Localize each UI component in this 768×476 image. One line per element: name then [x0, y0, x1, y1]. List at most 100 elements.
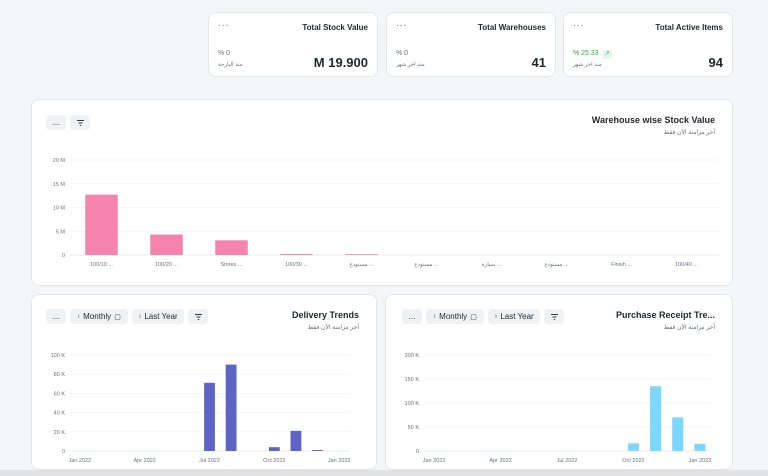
- card-change: % 0: [218, 50, 231, 57]
- bar: [204, 382, 215, 451]
- card-change: % 0: [396, 50, 409, 57]
- dots-icon: ...: [52, 118, 60, 127]
- card-since: منذ اخر شهر: [396, 62, 425, 68]
- bar: [627, 443, 639, 451]
- x-tick-label: Jan 2023: [689, 458, 712, 464]
- y-tick-label: 80 K: [54, 372, 66, 378]
- bar: [345, 254, 378, 255]
- timespan-select-label: Last Year: [500, 312, 534, 321]
- y-tick-label: 60 K: [54, 391, 66, 397]
- y-tick-label: 100 K: [405, 401, 420, 407]
- interval-select-label: Monthly: [439, 312, 468, 321]
- y-tick-label: 15 M: [53, 182, 66, 188]
- card-value: 94: [708, 55, 723, 70]
- filter-button[interactable]: [188, 309, 208, 324]
- x-tick-label: 100/30 ...: [285, 262, 308, 268]
- bar: [215, 240, 248, 255]
- x-tick-label: 100/40 ...: [675, 262, 698, 268]
- card-title: Total Stock Value: [302, 23, 368, 32]
- card-value: 41: [531, 55, 546, 70]
- timespan-select-label: Last Year: [144, 312, 178, 321]
- x-tick-label: مستودع ...: [414, 262, 439, 268]
- card-since: منذ اخر شهر: [573, 62, 602, 68]
- bar: [280, 254, 313, 255]
- x-tick-label: Jan 2023: [328, 458, 351, 464]
- filter-button[interactable]: [544, 309, 564, 324]
- x-tick-label: Stores ...: [220, 262, 242, 268]
- chart-title: Purchase Receipt Tre...: [615, 310, 715, 320]
- y-tick-label: 0: [416, 449, 419, 455]
- x-tick-label: Jan 2022: [423, 458, 446, 464]
- card-since: منذ البارحة: [218, 62, 243, 68]
- x-tick-label: سيارة ...: [482, 261, 502, 268]
- card-menu-button[interactable]: ...: [396, 18, 408, 29]
- y-tick-label: 10 M: [53, 206, 66, 212]
- y-tick-label: 100 K: [51, 353, 66, 359]
- x-tick-label: مستودع ...: [544, 262, 569, 268]
- sort-icon: ↕: [494, 313, 498, 320]
- sort-icon: ↕: [138, 313, 142, 320]
- bar: [650, 386, 662, 451]
- number-card-active-items: ... Total Active Items % 25.33 ↗ منذ اخر …: [563, 12, 733, 77]
- y-tick-label: 40 K: [54, 411, 66, 417]
- card-value: M 19.900: [313, 55, 368, 70]
- x-tick-label: Apr 2022: [133, 458, 155, 464]
- y-tick-label: 0: [62, 449, 65, 455]
- bottom-scrollbar[interactable]: [0, 470, 768, 476]
- arrow-up-right-icon: ↗: [602, 50, 612, 59]
- bar: [150, 234, 183, 255]
- chart-last-synced: آخر مزامنة الآن فقط: [663, 325, 715, 331]
- timespan-select[interactable]: ↕ Last Year: [488, 309, 540, 324]
- x-tick-label: Jul 2022: [199, 458, 220, 464]
- y-tick-label: 20 K: [54, 430, 66, 436]
- number-card-warehouses: ... Total Warehouses % 0 منذ اخر شهر 41: [386, 12, 556, 77]
- timespan-select[interactable]: ↕ Last Year: [132, 309, 184, 324]
- x-tick-label: مستودع ...: [349, 262, 374, 268]
- x-tick-label: Finish ...: [611, 262, 632, 268]
- bar: [672, 417, 684, 451]
- card-title: Total Warehouses: [477, 23, 546, 32]
- chart-title: Warehouse wise Stock Value: [591, 115, 715, 125]
- interval-select-label: Monthly: [83, 312, 112, 321]
- filter-button[interactable]: [70, 115, 90, 130]
- card-menu-button[interactable]: ...: [573, 18, 585, 29]
- bar: [312, 450, 323, 451]
- purchase-receipt-chart-card: ... ↕ Monthly ▢ ↕ Last Year Purchase Rec…: [385, 294, 733, 470]
- delivery-trends-chart-card: ... ↕ Monthly ▢ ↕ Last Year Delivery Tre…: [31, 294, 377, 470]
- x-tick-label: Jan 2022: [68, 458, 91, 464]
- x-tick-label: Oct 2022: [263, 458, 285, 464]
- y-tick-label: 20 M: [53, 158, 66, 164]
- card-change: % 25.33 ↗: [573, 50, 612, 59]
- interval-select[interactable]: ↕ Monthly ▢: [426, 309, 484, 324]
- bar: [85, 194, 118, 255]
- x-tick-label: Jul 2022: [557, 458, 578, 464]
- chart-last-synced: آخر مزامنة الآن فقط: [663, 130, 715, 136]
- card-menu-button[interactable]: ...: [218, 18, 230, 29]
- chart-menu-button[interactable]: ...: [46, 115, 66, 130]
- delivery-trends-bar-chart: 0 20 K 40 K 60 K 80 K 100 K Jan 2022 Apr 2022 Ju…: [51, 353, 351, 464]
- y-tick-label: 5 M: [56, 229, 66, 235]
- bar: [225, 364, 237, 451]
- sort-icon: ↕: [77, 313, 81, 320]
- x-tick-label: 100/20 ...: [155, 262, 178, 268]
- x-tick-label: Apr 2022: [489, 458, 511, 464]
- filter-icon: [76, 119, 84, 126]
- chart-menu-button[interactable]: ...: [46, 309, 66, 324]
- y-tick-label: 0: [62, 253, 65, 259]
- y-tick-label: 50 K: [408, 425, 420, 431]
- warehouse-stock-bar-chart: 0 5 M 10 M 15 M 20 M 100/10 ... 100/20 ... Stor…: [53, 158, 719, 268]
- chart-menu-button[interactable]: ...: [402, 309, 422, 324]
- chart-last-synced: آخر مزامنة الآن فقط: [307, 325, 359, 331]
- dots-icon: ...: [52, 312, 60, 321]
- dots-icon: ...: [408, 312, 416, 321]
- number-card-stock-value: ... Total Stock Value % 0 منذ البارحة M …: [208, 12, 378, 77]
- chart-title: Delivery Trends: [291, 310, 359, 320]
- interval-select[interactable]: ↕ Monthly ▢: [70, 309, 128, 324]
- calendar-icon: ▢: [470, 313, 477, 321]
- filter-icon: [194, 313, 202, 320]
- y-tick-label: 150 K: [405, 377, 420, 383]
- card-title: Total Active Items: [655, 23, 723, 32]
- filter-icon: [550, 313, 558, 320]
- bar: [290, 430, 302, 451]
- y-tick-label: 200 K: [405, 353, 420, 359]
